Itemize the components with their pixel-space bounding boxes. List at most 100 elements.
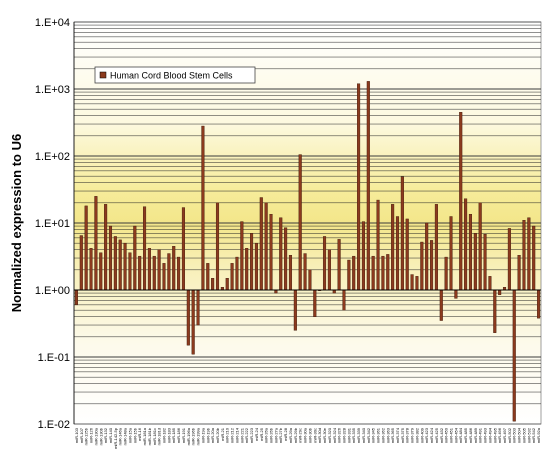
x-tick-label: miR-196b bbox=[191, 427, 196, 445]
x-tick-label: miR-30a bbox=[303, 427, 308, 443]
x-tick-label: miR-25 bbox=[259, 427, 264, 441]
bar bbox=[444, 256, 448, 291]
x-tick-label: miR-361 bbox=[376, 427, 381, 443]
bar bbox=[473, 233, 477, 291]
x-tick-label: miR-20a bbox=[210, 427, 215, 443]
x-tick-label: miR-378 bbox=[405, 427, 410, 443]
bar bbox=[366, 81, 370, 291]
x-tick-label: miR-342 bbox=[366, 427, 371, 443]
x-tick-label: miR-424 bbox=[429, 427, 434, 443]
x-tick-label: miR-130a bbox=[93, 427, 98, 445]
x-tick-label: miR-451 bbox=[449, 427, 454, 443]
x-tick-label: miR-125b bbox=[84, 427, 89, 445]
bar bbox=[138, 255, 142, 291]
x-tick-label: miR-502 bbox=[507, 427, 512, 443]
bar bbox=[425, 222, 429, 291]
x-tick-label: miR-196a bbox=[186, 427, 191, 445]
bar bbox=[527, 217, 531, 291]
x-tick-label: miR-409 bbox=[419, 427, 424, 443]
x-tick-label: miR-505 bbox=[521, 427, 526, 443]
bar bbox=[147, 248, 151, 291]
x-tick-label: miR-497 bbox=[502, 427, 507, 443]
x-tick-label: miR-328 bbox=[341, 427, 346, 443]
bar bbox=[254, 242, 258, 291]
bar bbox=[498, 289, 502, 295]
bar bbox=[167, 253, 171, 291]
bar bbox=[420, 241, 424, 291]
x-tick-label: miR-489 bbox=[473, 427, 478, 443]
bar bbox=[342, 289, 346, 311]
bar bbox=[157, 249, 161, 291]
bar bbox=[186, 289, 190, 346]
y-tick-label: 1.E+02 bbox=[35, 151, 70, 163]
bar bbox=[488, 276, 492, 291]
x-tick-label: miR-503 bbox=[512, 427, 517, 443]
bar bbox=[181, 207, 185, 291]
x-tick-label: miR-222 bbox=[244, 427, 249, 443]
bar bbox=[279, 217, 283, 291]
bar bbox=[206, 263, 210, 291]
bar bbox=[337, 239, 341, 291]
x-tick-label: miR-146a bbox=[118, 427, 123, 445]
bar bbox=[478, 202, 482, 291]
x-tick-label: miR-331 bbox=[346, 427, 351, 443]
bar bbox=[245, 248, 249, 291]
bar bbox=[347, 259, 351, 291]
x-tick-label: miR-130b bbox=[98, 427, 103, 445]
x-tick-label: miR-450 bbox=[444, 427, 449, 443]
bar bbox=[532, 225, 536, 291]
bar bbox=[99, 252, 103, 291]
bar bbox=[464, 198, 468, 291]
x-tick-label: miR-29c bbox=[298, 428, 303, 443]
bar bbox=[288, 255, 293, 291]
x-tick-label: miR-132 bbox=[103, 427, 108, 443]
x-tick-label: miR-15a bbox=[127, 427, 132, 443]
x-tick-label: miR-362 bbox=[380, 427, 385, 443]
bar bbox=[259, 197, 263, 291]
legend-label: Human Cord Blood Stem Cells bbox=[110, 71, 233, 81]
x-tick-label: miR-214 bbox=[234, 427, 239, 443]
x-tick-label: miR-379 bbox=[410, 427, 415, 443]
x-tick-label: miR-26b bbox=[269, 427, 274, 443]
bar bbox=[211, 278, 215, 291]
bar bbox=[537, 289, 541, 319]
x-tick-label: miR-221 bbox=[239, 427, 244, 443]
x-tick-label: miR-320 bbox=[327, 427, 332, 443]
x-tick-label: miR-493 bbox=[483, 427, 488, 443]
bar bbox=[303, 253, 307, 291]
bar bbox=[128, 252, 132, 291]
bar bbox=[133, 225, 137, 291]
gridlines bbox=[74, 21, 541, 425]
x-tick-label: miR-107 bbox=[79, 427, 84, 443]
x-tick-label: miR-28 bbox=[283, 427, 288, 441]
bar bbox=[215, 202, 220, 291]
x-tick-label: miR-496 bbox=[497, 427, 502, 443]
x-tick-label: miR-27a bbox=[273, 427, 278, 443]
bar bbox=[361, 221, 365, 291]
bar bbox=[191, 289, 195, 355]
bar bbox=[517, 255, 521, 291]
bar bbox=[152, 255, 156, 291]
x-tick-labels: miR-103 miR-107 miR-125b miR-126 miR-130a miR… bbox=[74, 427, 541, 449]
y-axis-label: Normalized expression to U6 bbox=[9, 134, 24, 312]
x-tick-label: miR-181b bbox=[147, 427, 152, 445]
bar bbox=[269, 214, 273, 291]
bar bbox=[322, 236, 327, 291]
bar bbox=[225, 278, 229, 291]
bar bbox=[357, 83, 361, 291]
bar bbox=[94, 196, 98, 291]
x-tick-label: miR-24 bbox=[254, 427, 259, 441]
x-tick-label: miR-27b bbox=[278, 427, 283, 443]
bar bbox=[352, 255, 356, 291]
x-tick-label: miR-432 bbox=[439, 427, 444, 443]
x-tick-label: miR-181d bbox=[157, 428, 162, 445]
x-tick-label: miR-375 bbox=[400, 427, 405, 443]
bar bbox=[108, 225, 113, 291]
y-tick-label: 1.E+00 bbox=[35, 285, 70, 297]
y-tick-label: 1.E+03 bbox=[35, 84, 70, 96]
x-tick-label: miR-19b bbox=[205, 427, 210, 443]
bar bbox=[410, 274, 414, 291]
x-tick-label: miR-30e bbox=[322, 427, 327, 443]
x-tick-label: miR-454 bbox=[453, 427, 458, 443]
